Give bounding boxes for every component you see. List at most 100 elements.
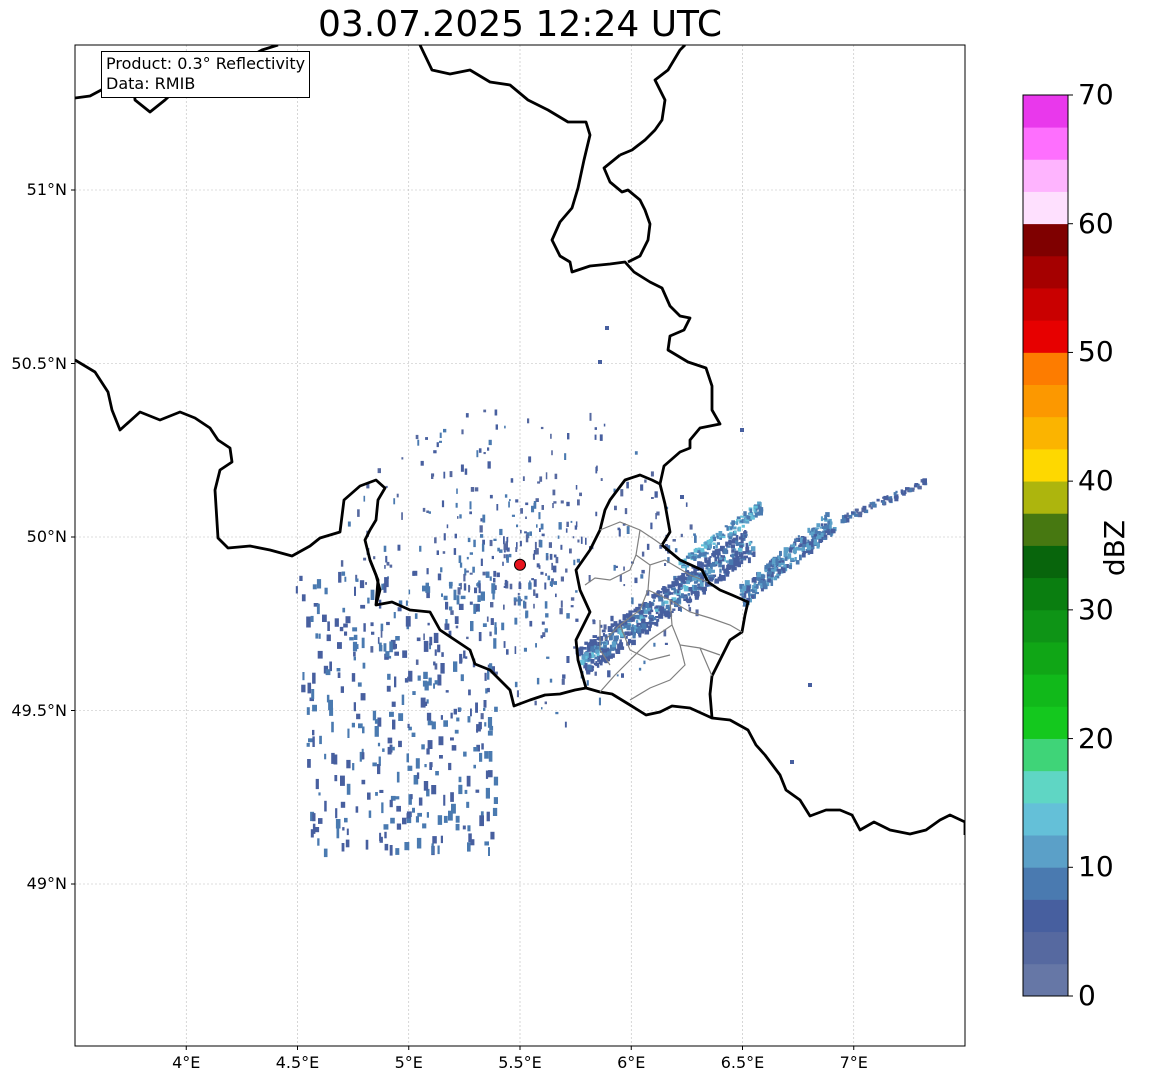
echo-pixel	[389, 641, 393, 653]
echo-pixel	[637, 622, 642, 626]
echo-pixel	[489, 725, 494, 731]
echo-pixel	[657, 594, 663, 599]
echo-pixel	[699, 581, 704, 587]
echo-pixel	[532, 553, 535, 560]
echo-pixel	[595, 466, 598, 474]
echo-pixel	[819, 526, 824, 529]
echo-pixel	[594, 641, 598, 647]
echo-pixel	[432, 836, 437, 844]
echo-pixel	[648, 611, 652, 615]
echo-pixel	[706, 581, 710, 586]
echo-pixel	[753, 577, 758, 580]
echo-pixel	[776, 573, 779, 576]
echo-pixel	[423, 671, 428, 679]
echo-pixel	[887, 496, 891, 499]
echo-pixel	[482, 539, 485, 545]
echo-pixel	[524, 531, 527, 534]
echo-pixel	[759, 511, 763, 516]
echo-pixel	[745, 519, 749, 522]
echo-pixel	[604, 647, 610, 653]
echo-pixel	[599, 660, 603, 666]
echo-pixel	[631, 597, 634, 605]
echo-pixel	[618, 528, 621, 537]
echo-pixel	[601, 629, 606, 633]
echo-pixel	[458, 707, 462, 711]
echo-pixel	[509, 583, 513, 590]
echo-pixel	[478, 580, 481, 584]
echo-pixel	[489, 663, 493, 671]
echo-pixel	[617, 628, 621, 634]
echo-pixel	[575, 485, 578, 490]
echo-pixel	[739, 583, 745, 589]
echo-pixel	[773, 576, 778, 581]
echo-pixel	[579, 647, 583, 651]
echo-pixel	[654, 491, 658, 498]
echo-pixel	[374, 726, 379, 737]
echo-pixel	[718, 561, 722, 568]
echo-pixel	[460, 595, 466, 600]
echo-pixel	[368, 810, 372, 818]
echo-pixel	[429, 636, 433, 646]
echo-pixel	[566, 501, 570, 507]
echo-pixel	[482, 623, 487, 627]
echo-pixel	[789, 562, 793, 567]
echo-pixel	[353, 702, 356, 712]
echo-pixel	[751, 595, 755, 599]
echo-pixel	[460, 464, 464, 472]
echo-pixel	[529, 531, 532, 536]
echo-pixel	[490, 618, 494, 625]
echo-pixel	[601, 641, 606, 644]
echo-pixel	[487, 447, 490, 451]
echo-pixel	[638, 603, 643, 607]
echo-pixel	[489, 494, 493, 499]
echo-pixel	[704, 541, 708, 545]
echo-pixel	[817, 533, 822, 539]
echo-pixel	[336, 668, 341, 672]
echo-pixel	[635, 620, 639, 623]
echo-pixel	[651, 497, 654, 499]
echo-pixel	[481, 543, 485, 552]
echo-pixel	[675, 600, 679, 603]
echo-pixel	[459, 562, 463, 568]
echo-pixel	[729, 531, 733, 535]
echo-pixel	[819, 540, 823, 543]
echo-pixel	[469, 572, 473, 575]
echo-pixel	[415, 659, 419, 665]
echo-pixel	[306, 616, 311, 628]
echo-pixel	[458, 784, 463, 795]
echo-pixel	[868, 504, 872, 508]
echo-pixel	[405, 600, 408, 606]
echo-pixel	[718, 558, 722, 564]
echo-pixel	[389, 799, 393, 808]
echo-pixel	[468, 586, 471, 591]
colorbar-segment	[1023, 738, 1068, 772]
echo-pixel	[745, 546, 750, 553]
echo-pixel	[895, 490, 898, 494]
echo-pixel	[816, 523, 821, 527]
echo-pixel	[644, 624, 649, 627]
echo-pixel	[690, 552, 695, 557]
echo-pixel	[595, 647, 599, 650]
echo-pixel	[362, 662, 366, 669]
echo-pixel	[719, 568, 722, 573]
echo-pixel	[848, 514, 853, 519]
echo-pixel	[470, 621, 474, 632]
echo-pixel	[768, 562, 774, 567]
echo-pixel	[487, 687, 490, 693]
echo-pixel	[813, 532, 819, 537]
echo-pixel	[426, 748, 430, 755]
echo-pixel	[426, 712, 432, 721]
echo-pixel	[488, 439, 492, 446]
echo-pixel	[425, 586, 431, 593]
echo-pixel	[615, 565, 618, 568]
echo-pixel	[480, 811, 484, 816]
echo-pixel	[746, 585, 751, 592]
echo-pixel	[467, 537, 471, 543]
echo-pixel	[602, 633, 605, 637]
echo-pixel	[677, 575, 682, 581]
echo-pixel	[798, 544, 802, 548]
echo-pixel	[457, 587, 461, 595]
echo-pixel	[664, 591, 669, 597]
echo-pixel	[685, 597, 688, 603]
echo-pixel	[588, 652, 593, 659]
